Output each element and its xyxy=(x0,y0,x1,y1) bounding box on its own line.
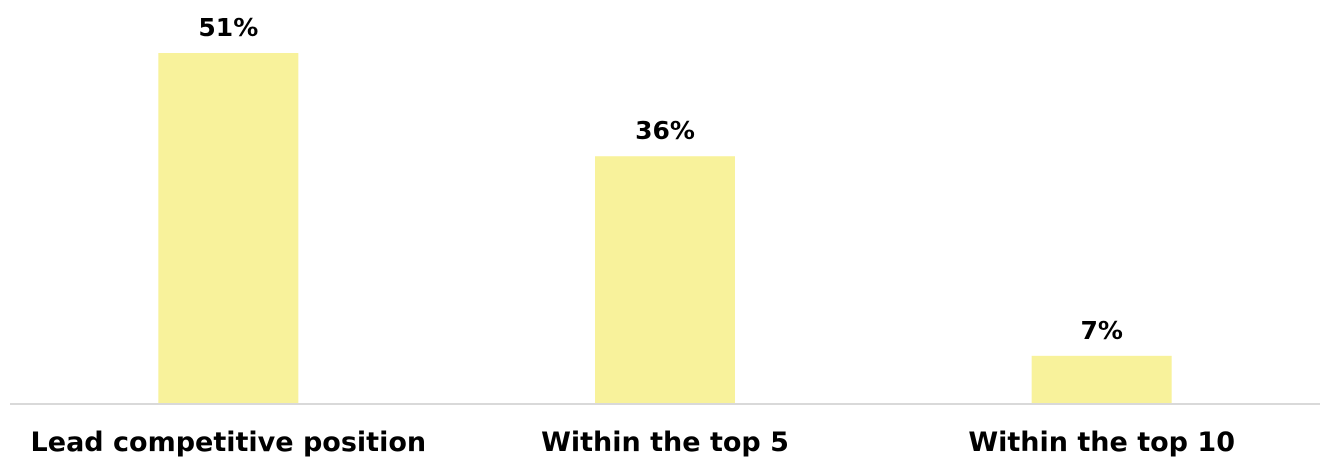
bars-group xyxy=(158,53,1172,404)
value-label-0: 51% xyxy=(198,13,258,42)
category-label-0: Lead competitive position xyxy=(31,427,427,458)
value-labels-group: 51% 36% 7% xyxy=(198,13,1122,345)
bar-0 xyxy=(158,53,299,404)
category-label-1: Within the top 5 xyxy=(541,427,789,458)
value-label-2: 7% xyxy=(1080,316,1122,345)
category-labels-group: Lead competitive position Within the top … xyxy=(31,427,1235,458)
value-label-1: 36% xyxy=(635,116,695,145)
bar-1 xyxy=(595,156,735,404)
bar-2 xyxy=(1031,355,1172,404)
category-label-2: Within the top 10 xyxy=(968,427,1235,458)
